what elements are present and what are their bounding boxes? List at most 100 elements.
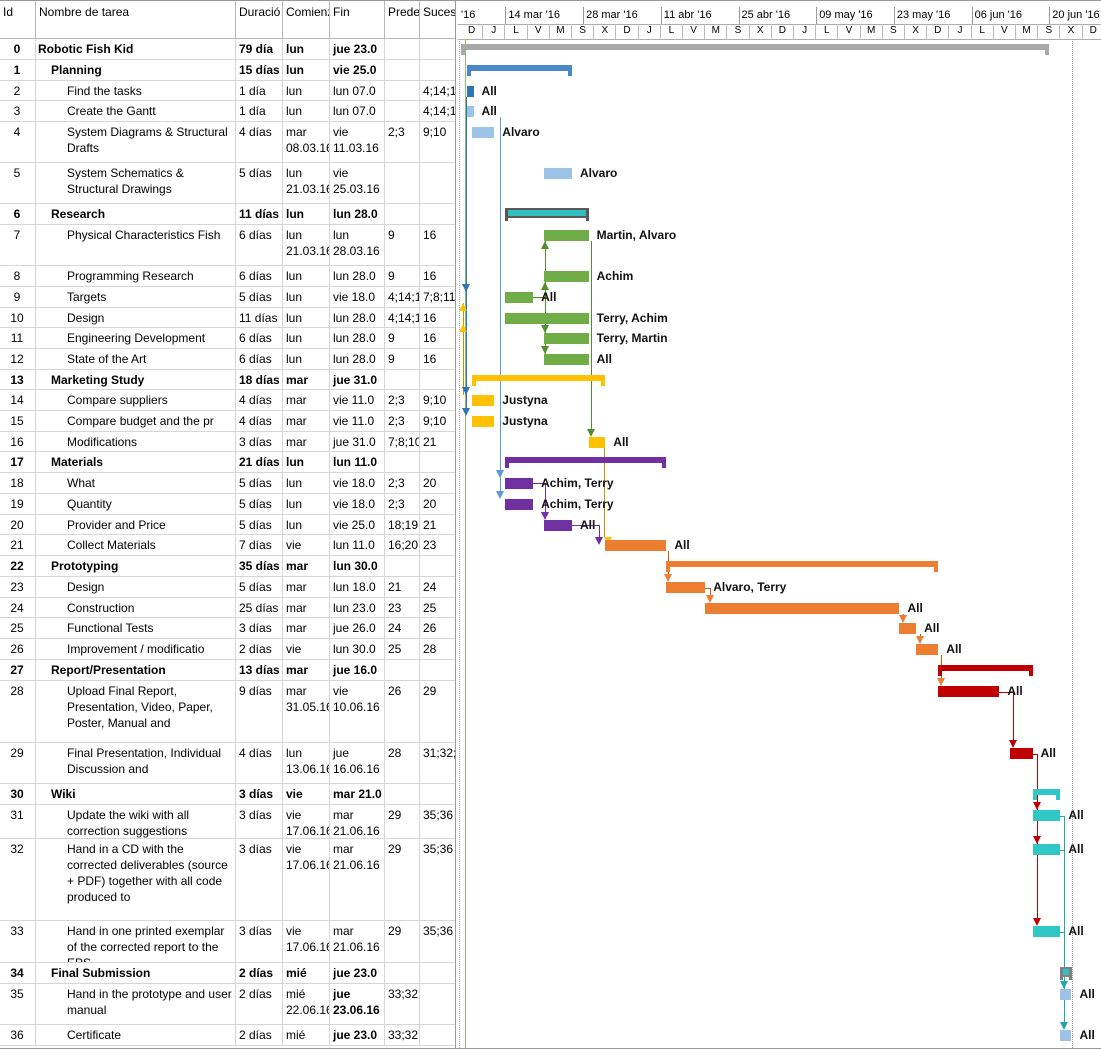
task-duration-cell[interactable]: 2 días [236,1025,283,1045]
task-finish-cell[interactable]: lun 30.0 [330,556,385,576]
column-header-suceso[interactable]: Suceso [420,1,458,39]
task-predecessors-cell[interactable]: 9 [385,266,420,286]
task-finish-cell[interactable]: lun 28.0 [330,204,385,224]
task-id-cell[interactable]: 1 [0,60,36,80]
task-duration-cell[interactable]: 9 días [236,681,283,742]
task-duration-cell[interactable]: 3 días [236,839,283,920]
task-successors-cell[interactable]: 23 [420,535,458,555]
task-predecessors-cell[interactable]: 26 [385,681,420,742]
task-predecessors-cell[interactable] [385,163,420,203]
task-bar-25[interactable] [899,623,917,634]
task-name-cell[interactable]: Modifications [36,432,236,451]
task-start-cell[interactable]: mar 31.05.16 [283,681,330,742]
task-name-cell[interactable]: Prototyping [36,556,236,576]
task-duration-cell[interactable]: 5 días [236,287,283,307]
task-finish-cell[interactable]: vie 18.0 [330,287,385,307]
task-start-cell[interactable]: lun 21.0 [283,515,330,534]
task-start-cell[interactable]: lun 14.0 [283,473,330,493]
task-successors-cell[interactable] [420,370,458,389]
task-successors-cell[interactable]: 35;36 [420,805,458,838]
task-duration-cell[interactable]: 2 días [236,639,283,659]
task-bar-2[interactable] [466,86,474,97]
task-id-cell[interactable]: 18 [0,473,36,493]
task-start-cell[interactable]: lun 21.0 [283,349,330,369]
task-duration-cell[interactable]: 6 días [236,328,283,348]
task-name-cell[interactable]: Hand in one printed exemplar of the corr… [36,921,236,962]
task-finish-cell[interactable]: lun 23.0 [330,598,385,617]
task-start-cell[interactable]: lun 21.0 [283,266,330,286]
task-successors-cell[interactable] [420,784,458,804]
task-successors-cell[interactable] [420,963,458,983]
task-successors-cell[interactable]: 24 [420,577,458,597]
task-id-cell[interactable]: 27 [0,660,36,680]
task-finish-cell[interactable]: vie 25.03.16 [330,163,385,203]
task-finish-cell[interactable]: jue 16.0 [330,660,385,680]
task-predecessors-cell[interactable]: 2;3 [385,473,420,493]
task-name-cell[interactable]: Marketing Study [36,370,236,389]
task-successors-cell[interactable] [420,39,458,59]
task-name-cell[interactable]: Find the tasks [36,81,236,100]
task-predecessors-cell[interactable]: 2;3 [385,390,420,410]
task-successors-cell[interactable]: 29 [420,681,458,742]
task-name-cell[interactable]: Materials [36,452,236,472]
task-start-cell[interactable]: lun 21.0 [283,328,330,348]
task-id-cell[interactable]: 9 [0,287,36,307]
task-predecessors-cell[interactable]: 25 [385,639,420,659]
summary-bar-0[interactable] [461,44,1050,50]
task-id-cell[interactable]: 33 [0,921,36,962]
task-predecessors-cell[interactable] [385,963,420,983]
task-name-cell[interactable]: Engineering Development [36,328,236,348]
task-finish-cell[interactable]: jue 26.0 [330,618,385,638]
task-name-cell[interactable]: Functional Tests [36,618,236,638]
task-bar-15[interactable] [472,416,495,427]
task-name-cell[interactable]: Design [36,577,236,597]
task-duration-cell[interactable]: 3 días [236,784,283,804]
task-duration-cell[interactable]: 5 días [236,163,283,203]
task-name-cell[interactable]: Design [36,308,236,327]
task-successors-cell[interactable]: 9;10 [420,390,458,410]
task-name-cell[interactable]: System Diagrams & Structural Drafts [36,122,236,162]
task-id-cell[interactable]: 28 [0,681,36,742]
task-start-cell[interactable]: lun 14.0 [283,494,330,514]
task-name-cell[interactable]: System Schematics & Structural Drawings [36,163,236,203]
task-id-cell[interactable]: 12 [0,349,36,369]
task-id-cell[interactable]: 15 [0,411,36,431]
task-finish-cell[interactable]: jue 23.0 [330,963,385,983]
task-successors-cell[interactable] [420,1025,458,1045]
task-start-cell[interactable]: lun 07.0 [283,60,330,80]
task-start-cell[interactable]: mar 29.0 [283,432,330,451]
task-name-cell[interactable]: Hand in the prototype and user manual [36,984,236,1024]
task-start-cell[interactable]: mar 19.0 [283,598,330,617]
task-name-cell[interactable]: State of the Art [36,349,236,369]
task-predecessors-cell[interactable]: 24 [385,618,420,638]
task-start-cell[interactable]: lun 14.0 [283,204,330,224]
task-predecessors-cell[interactable]: 33;32; [385,1025,420,1045]
task-finish-cell[interactable]: mar 21.0 [330,784,385,804]
task-id-cell[interactable]: 13 [0,370,36,389]
task-duration-cell[interactable]: 5 días [236,515,283,534]
task-start-cell[interactable]: lun 13.06.16 [283,743,330,783]
task-successors-cell[interactable] [420,452,458,472]
task-successors-cell[interactable] [420,556,458,576]
task-id-cell[interactable]: 31 [0,805,36,838]
task-predecessors-cell[interactable]: 29 [385,839,420,920]
task-name-cell[interactable]: Targets [36,287,236,307]
task-start-cell[interactable]: mié 22.0 [283,963,330,983]
task-name-cell[interactable]: Certificate [36,1025,236,1045]
task-predecessors-cell[interactable] [385,101,420,121]
task-duration-cell[interactable]: 11 días [236,308,283,327]
task-bar-29[interactable] [1010,748,1033,759]
task-bar-10[interactable] [505,313,589,324]
task-predecessors-cell[interactable]: 9 [385,328,420,348]
task-finish-cell[interactable]: jue 23.06.16 [330,984,385,1024]
task-finish-cell[interactable]: lun 11.0 [330,452,385,472]
task-successors-cell[interactable]: 16 [420,328,458,348]
task-duration-cell[interactable]: 1 día [236,101,283,121]
task-start-cell[interactable]: lun 21.03.16 [283,163,330,203]
task-bar-32[interactable] [1032,844,1061,855]
task-duration-cell[interactable]: 5 días [236,577,283,597]
task-bar-7[interactable] [544,230,589,241]
task-successors-cell[interactable]: 21 [420,515,458,534]
task-start-cell[interactable]: lun 14.0 [283,308,330,327]
task-duration-cell[interactable]: 5 días [236,473,283,493]
